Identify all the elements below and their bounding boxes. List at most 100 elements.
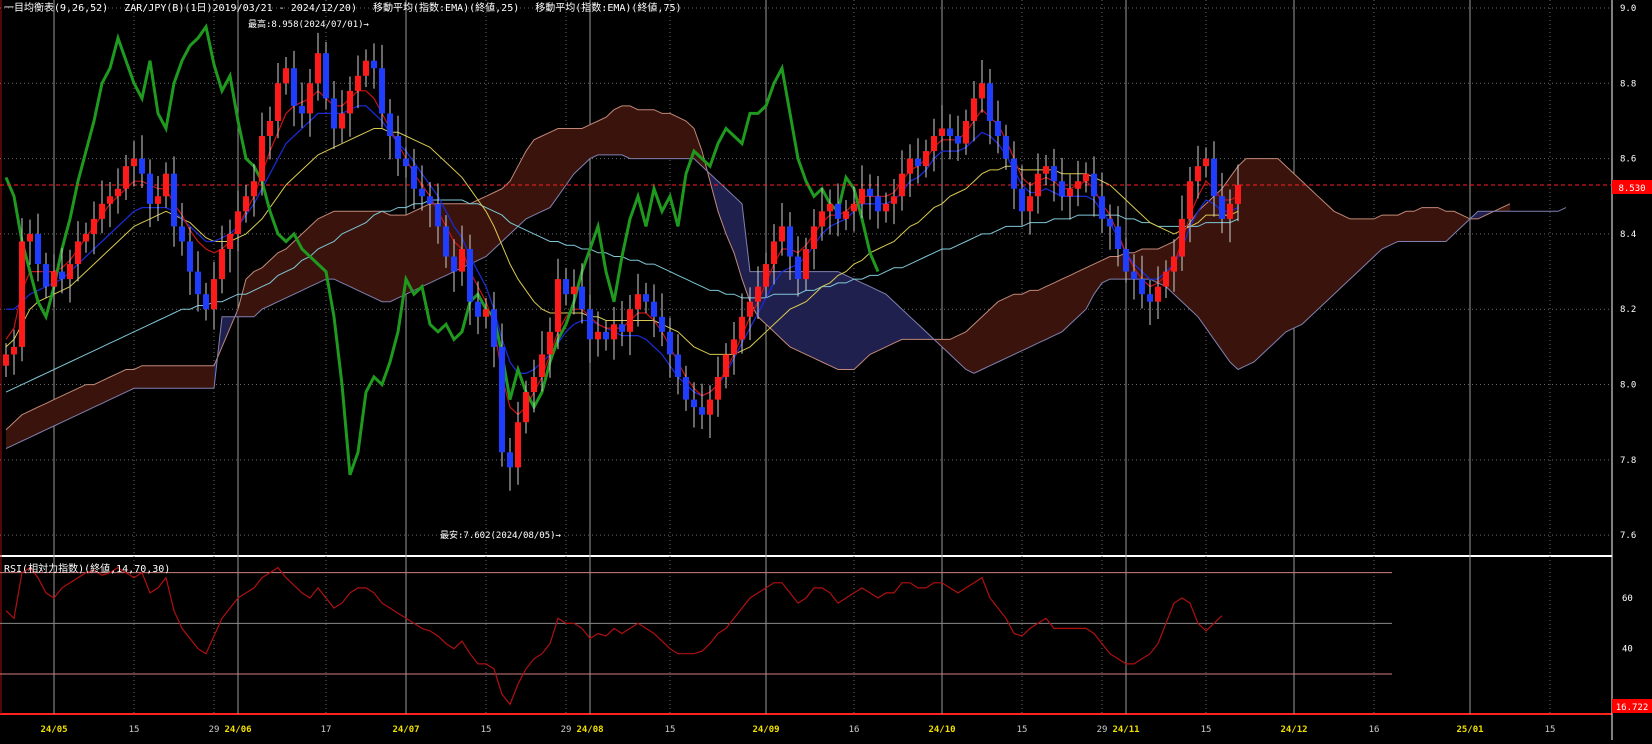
cloud-segment [726,188,734,253]
candle-up [483,309,489,317]
cloud-segment [566,128,574,185]
cloud-segment [1374,215,1382,257]
candle-up [1235,184,1241,204]
date-tick-label: 15 [1201,725,1212,735]
candle-up [1187,181,1193,219]
date-tick-label: 24/06 [224,725,251,735]
high-annotation: 最高:8.958(2024/07/01)→ [248,18,370,30]
candle-up [803,248,809,280]
cloud-segment [422,203,430,287]
candle-up [259,136,265,182]
cloud-segment [1198,203,1206,329]
cloud-segment [1286,166,1294,332]
cloud-segment [854,279,862,370]
candle-down [331,98,337,129]
candle-down [1011,158,1017,189]
cloud-segment [1478,211,1486,219]
candle-up [51,271,57,287]
candle-down [643,294,649,302]
candle-down [451,256,457,272]
cloud-segment [478,196,486,261]
cloud-segment [958,331,966,370]
candle-down [403,158,409,167]
candle-down [395,136,401,159]
cloud-segment [630,105,638,159]
cloud-segment [1462,215,1470,227]
candle-up [595,331,601,340]
candle-up [931,136,937,152]
cloud-segment [1390,215,1398,246]
candle-up [963,120,969,144]
candle-up [155,196,161,204]
cloud-segment [102,377,110,404]
date-tick-label: 15 [481,725,492,735]
candle-down [1019,188,1025,212]
cloud-segment [502,181,510,242]
date-tick-label: 29 [561,725,572,735]
candle-up [91,218,97,234]
price-tick-label: 8.6 [1620,155,1636,165]
cloud-segment [990,301,998,366]
candle-down [1115,226,1121,249]
candle-up [755,286,761,302]
price-tick-label: 8.8 [1620,79,1636,89]
cloud-segment [862,282,870,362]
cloud-segment [1150,248,1158,283]
low-annotation: 最安:7.602(2024/08/05)→ [440,529,562,541]
cloud-segment [1414,207,1422,242]
date-tick-label: 24/05 [40,725,67,735]
date-tick-label: 15 [665,725,676,735]
candle-up [19,241,25,347]
cloud-segment [1014,294,1022,355]
candle-up [283,68,289,84]
cloud-segment [350,211,358,291]
rsi-line [5,566,1223,706]
cloud-segment [1254,158,1262,362]
candle-up [163,173,169,197]
senkou-span-b [5,154,1567,450]
cloud-segment [1318,196,1326,310]
candle-down [419,188,425,197]
cloud-segment [1406,211,1414,242]
candle-up [883,203,889,212]
cloud-segment [622,105,630,159]
ema25-label-text: 移動平均(指数:EMA)(終値,25) [373,1,519,14]
cloud-segment [534,136,542,216]
cloud-segment [1310,188,1318,317]
cloud-segment [406,211,414,295]
candle-up [1195,166,1201,182]
candle-up [939,128,945,137]
candle-down [563,279,569,295]
date-tick-label: 16 [849,725,860,735]
cloud-segment [1382,215,1390,249]
date-tick-label: 15 [1545,725,1556,735]
candle-down [603,331,609,340]
candle-down [147,173,153,204]
price-tick-label: 8.4 [1620,230,1636,240]
candle-up [1155,286,1161,302]
candles [3,32,1241,491]
date-tick-label: 15 [1017,725,1028,735]
candle-down [507,452,513,468]
cloud-segment [190,365,198,389]
candle-down [43,264,49,287]
candle-up [1043,166,1049,174]
candle-up [1027,196,1033,212]
symbol-text: ZAR/JPY(B)(1日)2019/03/21 - 2024/12/20) [124,3,357,14]
candle-up [1163,271,1169,287]
candle-up [571,286,577,295]
candle-up [627,309,633,332]
price-tick-label: 9.0 [1620,4,1636,14]
cloud-segment [342,211,350,287]
cloud-segment [1246,158,1254,366]
candle-down [291,68,297,106]
cloud-segment [158,365,166,389]
date-tick-label: 16 [1369,725,1380,735]
cloud-segment [550,128,558,208]
candle-down [587,309,593,340]
cloud-segment [110,373,118,400]
candle-up [243,196,249,212]
candle-up [547,331,553,355]
